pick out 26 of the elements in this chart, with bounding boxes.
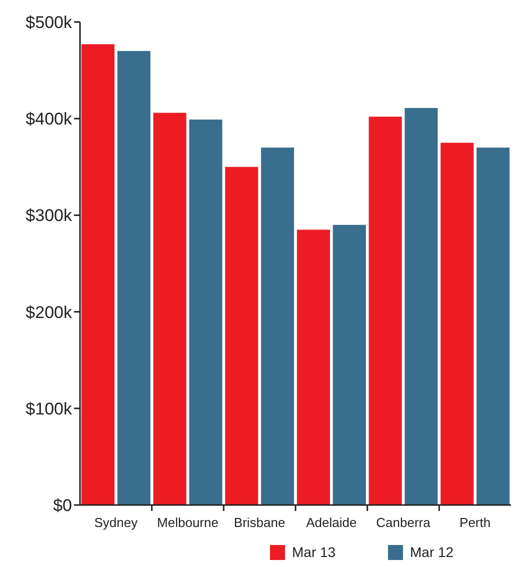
y-tick-label: $300k <box>26 206 72 226</box>
bar <box>296 230 330 505</box>
bar <box>332 224 366 505</box>
bar <box>368 116 402 505</box>
y-tick-label: $0 <box>53 496 72 515</box>
y-tick-label: $500k <box>26 12 72 32</box>
y-tick-label: $400k <box>26 110 72 129</box>
y-tick-label: $100k <box>26 399 72 418</box>
x-tick-label: Canberra <box>376 515 432 530</box>
x-tick-label: Melbourne <box>157 515 218 530</box>
legend-label: Mar 12 <box>410 544 454 560</box>
bar <box>153 112 186 505</box>
bar <box>225 166 258 505</box>
bar <box>261 148 294 505</box>
bar <box>404 108 438 505</box>
y-tick-label: $200k <box>26 302 72 322</box>
bar <box>117 50 150 505</box>
x-tick-label: Perth <box>460 515 491 530</box>
x-tick-label: Adelaide <box>306 515 357 530</box>
bar <box>476 148 510 505</box>
bar <box>440 142 474 505</box>
x-tick-label: Sydney <box>94 515 138 530</box>
bar <box>189 120 222 505</box>
bar <box>81 44 114 505</box>
legend-label: Mar 13 <box>292 544 336 560</box>
x-tick-label: Brisbane <box>234 515 286 530</box>
